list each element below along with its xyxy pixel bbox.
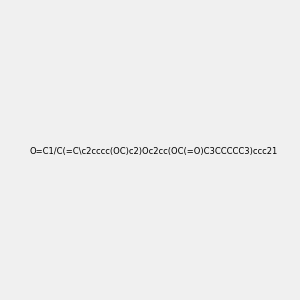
Text: O=C1/C(=C\c2cccc(OC)c2)Oc2cc(OC(=O)C3CCCCC3)ccc21: O=C1/C(=C\c2cccc(OC)c2)Oc2cc(OC(=O)C3CCC… bbox=[30, 147, 278, 156]
